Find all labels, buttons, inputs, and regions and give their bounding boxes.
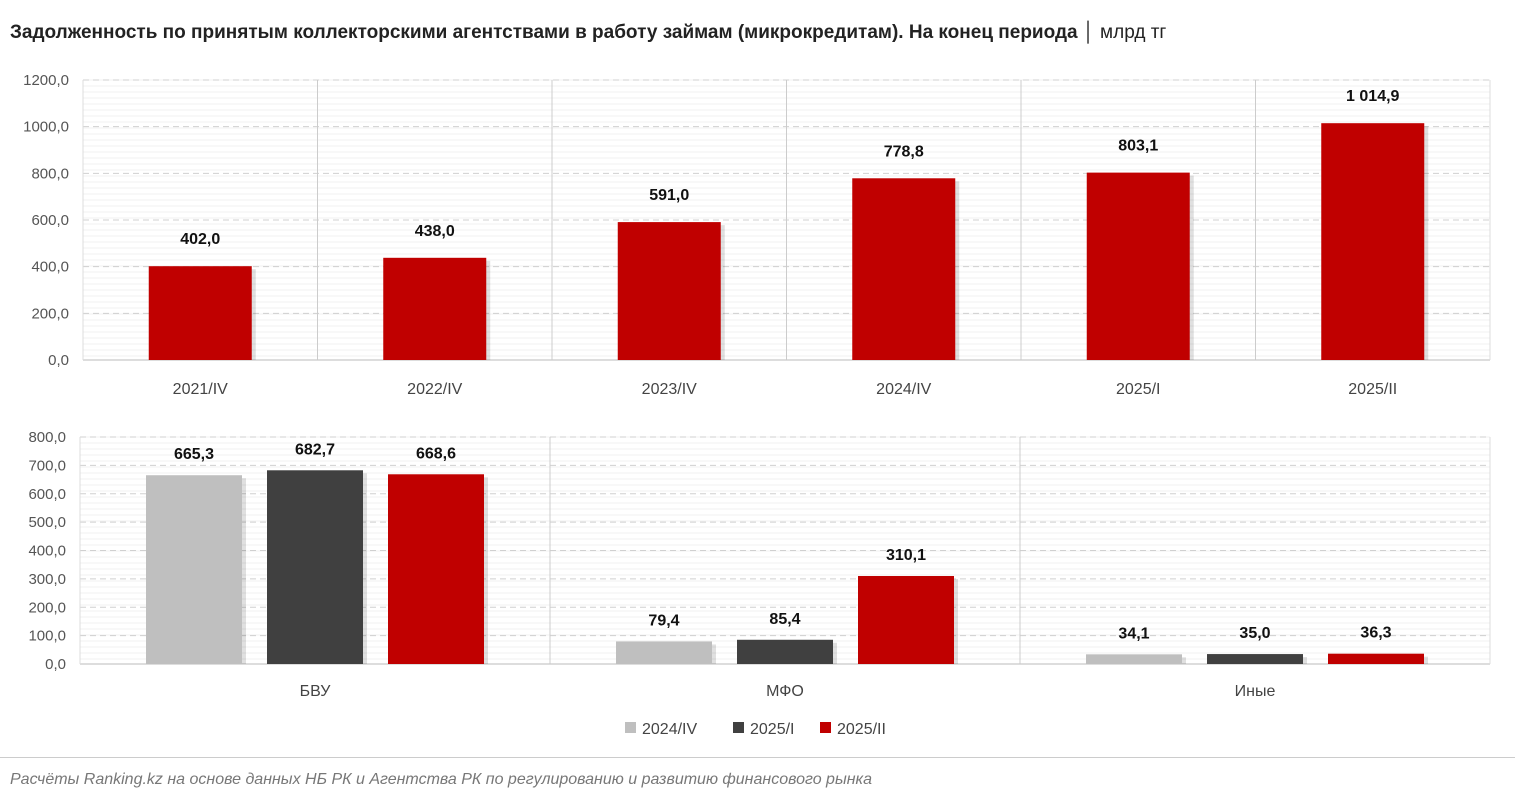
bottom-chart-data-label: 310,1 [886,547,926,564]
bottom-chart-data-label: 85,4 [769,611,800,628]
bottom-chart-data-label: 34,1 [1118,625,1149,642]
top-chart-bar [148,266,252,360]
top-chart-category-label: 2025/II [1348,381,1397,398]
legend-label: 2025/I [750,721,794,738]
chart-title: Задолженность по принятым коллекторскими… [10,22,1166,44]
bottom-chart-bar [146,475,242,664]
top-chart-category-label: 2025/I [1116,381,1160,398]
source-footer: Расчёты Ranking.kz на основе данных НБ Р… [10,771,872,788]
bottom-chart-data-label: 682,7 [295,441,335,458]
bottom-chart-y-tick-label: 100,0 [28,628,66,645]
legend-label: 2024/IV [642,721,697,738]
bottom-chart-data-label: 668,6 [416,445,456,462]
bottom-chart-bar [737,639,833,664]
bottom-chart-data-label: 35,0 [1239,625,1270,642]
bottom-chart-bar [1328,653,1424,664]
top-chart-category-label: 2021/IV [173,381,228,398]
top-chart-data-label: 438,0 [415,223,455,240]
bottom-chart-bar [1086,654,1182,664]
bottom-chart-bar [267,470,363,664]
top-chart-category-label: 2022/IV [407,381,462,398]
top-chart-y-tick-label: 600,0 [31,212,69,229]
top-chart-y-tick-label: 1200,0 [23,72,69,89]
top-chart-bar [852,178,956,360]
top-chart-y-tick-label: 0,0 [48,352,69,369]
title-text: Задолженность по принятым коллекторскими… [10,22,1078,43]
bottom-chart-y-tick-label: 0,0 [45,656,66,673]
top-chart-category-label: 2024/IV [876,381,931,398]
bottom-chart-data-label: 79,4 [648,612,679,629]
bottom-chart-data-label: 665,3 [174,446,214,463]
top-chart-bar [617,222,721,360]
bottom-chart-y-tick-label: 400,0 [28,543,66,560]
bottom-chart-y-tick-label: 500,0 [28,514,66,531]
legend-swatch [625,722,636,733]
legend-label: 2025/II [837,721,886,738]
top-chart-data-label: 1 014,9 [1346,88,1399,105]
bottom-chart-bar [388,474,484,664]
bottom-chart-bar [1207,654,1303,664]
top-chart-y-tick-label: 400,0 [31,259,69,276]
top-chart-category-label: 2023/IV [642,381,697,398]
top-chart-data-label: 591,0 [649,187,689,204]
top-chart-bar [383,257,487,360]
bottom-chart-y-tick-label: 700,0 [28,457,66,474]
legend-swatch [733,722,744,733]
bottom-chart-category-label: БВУ [300,683,332,700]
unit-text: │ млрд тг [1082,22,1167,43]
bottom-chart-category-label: МФО [766,683,804,700]
bottom-chart-bar [616,641,712,664]
top-chart-bar [1086,172,1190,360]
top-chart-bar [1321,123,1425,360]
bottom-chart-y-tick-label: 600,0 [28,486,66,503]
top-chart-y-tick-label: 200,0 [31,305,69,322]
footer-divider [0,757,1515,758]
legend-swatch [820,722,831,733]
bottom-chart-y-tick-label: 800,0 [28,429,66,446]
bottom-chart-y-tick-label: 200,0 [28,599,66,616]
top-chart-data-label: 803,1 [1118,138,1158,155]
bottom-chart-category-label: Иные [1235,683,1276,700]
bottom-chart-data-label: 36,3 [1360,625,1391,642]
top-chart-data-label: 402,0 [180,231,220,248]
top-chart-y-tick-label: 1000,0 [23,119,69,136]
bottom-chart-y-tick-label: 300,0 [28,571,66,588]
top-chart-y-tick-label: 800,0 [31,165,69,182]
top-chart-data-label: 778,8 [884,143,924,160]
bottom-chart-bar [858,576,954,664]
